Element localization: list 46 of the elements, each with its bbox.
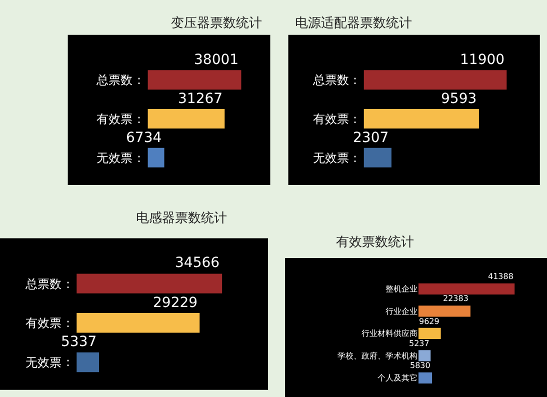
y-tick-label: 无效票 xyxy=(26,355,62,370)
data-label: 34566 xyxy=(175,255,220,271)
bar xyxy=(418,328,441,339)
data-label: 9593 xyxy=(441,91,477,107)
chart-title: 电感器票数统计 xyxy=(136,211,227,226)
chart-title: 电源适配器票数统计 xyxy=(295,16,412,31)
data-label: 5830 xyxy=(410,361,430,370)
bar xyxy=(418,283,515,294)
data-label: 6734 xyxy=(126,130,162,146)
data-label: 2307 xyxy=(353,130,389,146)
y-tick-label: 总票数 xyxy=(24,276,62,291)
y-tick-label: 总票数 xyxy=(312,73,349,88)
y-tick-label: 有效票 xyxy=(96,112,133,126)
data-label: 29229 xyxy=(153,295,198,311)
chart-title: 有效票数统计 xyxy=(336,235,414,250)
data-label: 31267 xyxy=(178,91,223,107)
text: ： xyxy=(349,151,361,165)
text: ： xyxy=(349,73,361,87)
y-tick-label: 总票数 xyxy=(96,73,133,88)
data-label: 22383 xyxy=(443,294,468,303)
y-tick-label: 无效票 xyxy=(96,150,133,165)
data-label: 5337 xyxy=(61,334,97,350)
y-tick-label: 学校、政府、学术机构 xyxy=(337,351,418,360)
y-tick-label: 无效票 xyxy=(312,150,349,165)
chart-title: 变压器票数统计 xyxy=(171,16,262,31)
y-tick-label: 有效票 xyxy=(26,316,62,330)
data-label: 5237 xyxy=(409,339,430,348)
text: ： xyxy=(133,73,145,87)
data-label: 41388 xyxy=(488,272,514,281)
text: ： xyxy=(349,112,361,126)
bar xyxy=(418,372,432,384)
bar xyxy=(418,350,431,362)
y-tick-label: 有效票 xyxy=(312,112,349,126)
text: ： xyxy=(133,112,145,126)
text: ： xyxy=(62,277,74,291)
data-label: 9629 xyxy=(419,317,440,326)
data-label: 38001 xyxy=(194,52,239,68)
text: ： xyxy=(133,151,145,165)
y-tick-label: 行业材料供应商 xyxy=(361,329,418,338)
text: ： xyxy=(62,316,74,330)
bar xyxy=(418,306,470,317)
y-tick-label: 行业企业 xyxy=(385,306,418,316)
text: ： xyxy=(62,355,74,369)
y-tick-label: 整机企业 xyxy=(385,284,418,294)
data-label: 11900 xyxy=(460,52,505,68)
y-tick-label: 个人及其它 xyxy=(377,374,418,383)
